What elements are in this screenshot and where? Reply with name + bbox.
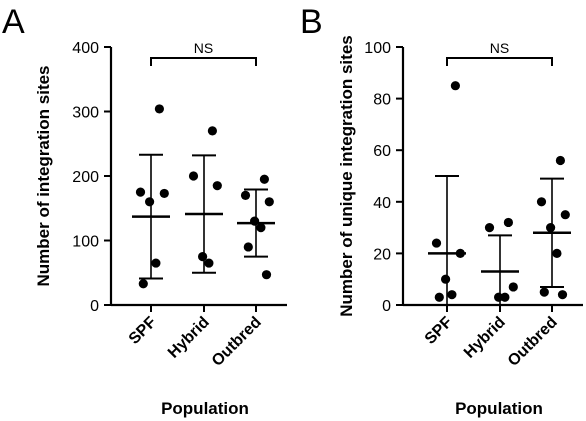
y-tick-label: 300 bbox=[72, 105, 99, 122]
category-label: Outbred bbox=[505, 314, 561, 370]
significance-label: NS bbox=[490, 40, 509, 56]
y-tick-label: 200 bbox=[72, 169, 99, 186]
y-tick-label: 100 bbox=[364, 40, 391, 57]
y-tick-label: 0 bbox=[90, 298, 99, 315]
data-point bbox=[159, 188, 169, 199]
y-axis-title: Number of integration sites bbox=[34, 65, 53, 286]
category-label: Outbred bbox=[209, 314, 265, 370]
y-tick-label: 0 bbox=[382, 298, 391, 315]
category-label: Hybrid bbox=[165, 314, 213, 362]
data-point bbox=[256, 223, 266, 233]
panel-letter: B bbox=[300, 3, 323, 41]
data-point bbox=[557, 290, 568, 300]
y-axis-title: Number of unique integration sites bbox=[337, 35, 356, 316]
data-point bbox=[154, 104, 164, 114]
data-point bbox=[484, 223, 495, 233]
significance-label: NS bbox=[194, 40, 213, 56]
significance-bracket bbox=[150, 57, 257, 66]
data-point bbox=[264, 197, 274, 207]
data-point bbox=[151, 258, 161, 268]
data-point bbox=[441, 274, 451, 284]
data-point bbox=[434, 292, 444, 302]
data-point bbox=[450, 81, 460, 91]
data-point bbox=[135, 187, 146, 197]
y-tick-label: 400 bbox=[72, 40, 99, 57]
data-point bbox=[539, 287, 549, 297]
data-point bbox=[546, 223, 556, 233]
data-point bbox=[508, 282, 518, 292]
data-point bbox=[455, 248, 465, 258]
data-point bbox=[555, 155, 566, 166]
data-point bbox=[240, 190, 251, 200]
data-point bbox=[250, 216, 260, 226]
y-tick-label: 60 bbox=[373, 143, 391, 160]
data-point bbox=[243, 242, 253, 252]
data-point bbox=[494, 292, 504, 302]
significance-bracket bbox=[446, 57, 553, 66]
data-point bbox=[447, 290, 457, 300]
y-tick-label: 20 bbox=[373, 246, 391, 263]
data-point bbox=[198, 252, 208, 262]
y-tick-label: 100 bbox=[72, 234, 99, 251]
data-point bbox=[431, 238, 442, 248]
data-point bbox=[188, 171, 199, 181]
data-point bbox=[536, 197, 547, 207]
data-point bbox=[500, 292, 510, 302]
data-point bbox=[212, 181, 222, 191]
data-point bbox=[207, 126, 217, 136]
data-point bbox=[145, 197, 155, 207]
panel-letter: A bbox=[2, 3, 25, 41]
y-tick-label: 80 bbox=[373, 92, 391, 109]
data-point bbox=[261, 270, 272, 280]
y-tick-label: 40 bbox=[373, 195, 391, 212]
data-point bbox=[560, 210, 570, 220]
data-point bbox=[503, 217, 513, 228]
category-label: SPF bbox=[126, 314, 160, 348]
data-point bbox=[552, 248, 562, 258]
x-axis-title: Population bbox=[455, 399, 543, 418]
data-point bbox=[204, 258, 214, 268]
category-label: SPF bbox=[422, 314, 456, 348]
data-point bbox=[138, 279, 148, 289]
category-label: Hybrid bbox=[461, 314, 509, 362]
data-point bbox=[259, 174, 269, 184]
x-axis-title: Population bbox=[161, 399, 249, 418]
